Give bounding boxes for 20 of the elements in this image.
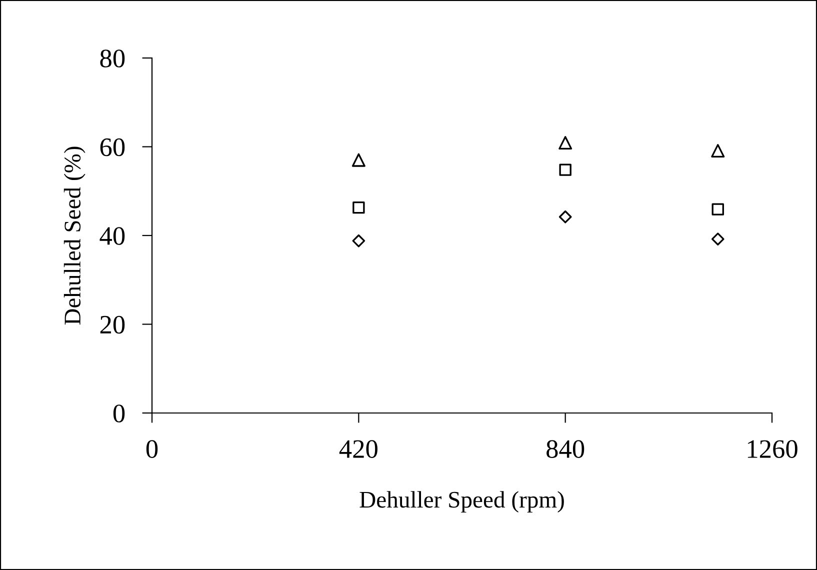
- point: [711, 232, 724, 246]
- point: [352, 153, 366, 167]
- y-tick-label: 60: [100, 138, 125, 156]
- y-tick-label: 20: [100, 316, 125, 334]
- x-axis-title: Dehuller Speed (rpm): [360, 491, 564, 513]
- point: [352, 201, 365, 214]
- x-tick-label: 0: [146, 440, 158, 458]
- point: [712, 203, 724, 216]
- y-axis-title: Dehulled Seed (%): [64, 146, 86, 325]
- point: [559, 164, 572, 176]
- x-tick-label: 840: [546, 440, 584, 458]
- x-tick-label: 420: [339, 440, 378, 458]
- point: [558, 210, 572, 224]
- point: [558, 136, 572, 150]
- point: [711, 144, 725, 158]
- y-tick-label: 40: [100, 227, 125, 245]
- point: [352, 234, 366, 248]
- y-tick-label: 0: [113, 404, 125, 422]
- y-tick-label: 80: [100, 50, 125, 68]
- x-tick-label: 1260: [748, 440, 798, 458]
